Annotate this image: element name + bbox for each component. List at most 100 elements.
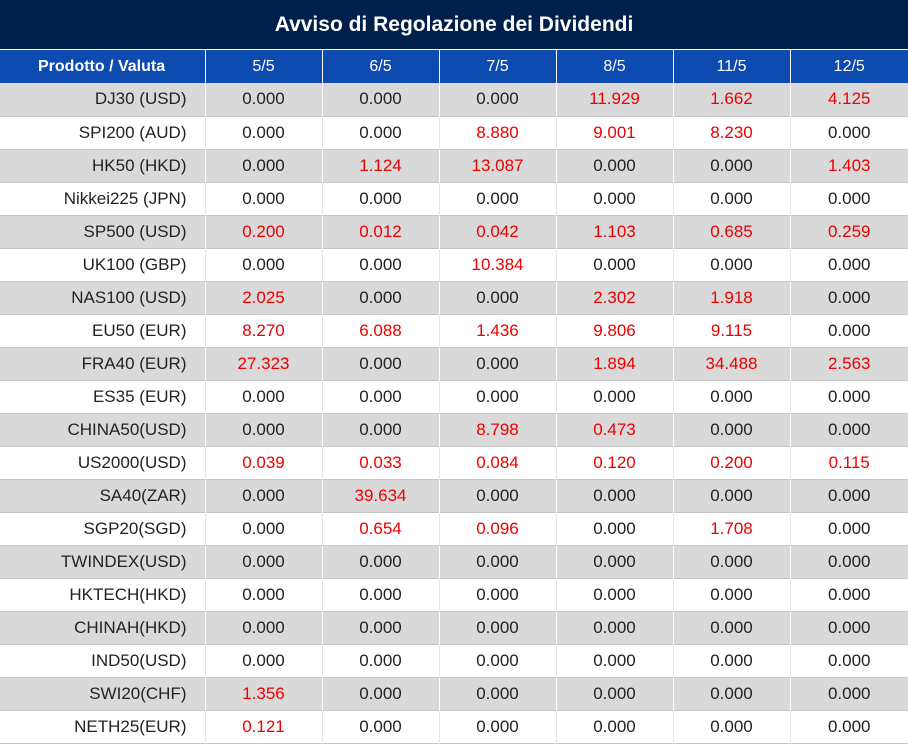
table-row: SGP20(SGD) 0.000 0.654 0.096 0.000 1.708 0.000 <box>0 512 908 545</box>
dividend-value-cell: 0.000 <box>789 248 908 281</box>
dividend-value-cell: 0.000 <box>438 479 556 512</box>
dividend-value-cell: 0.000 <box>555 380 673 413</box>
dividend-value-cell: 0.000 <box>438 578 556 611</box>
dividend-value-cell: 0.000 <box>555 479 673 512</box>
dividend-value-cell: 13.087 <box>438 149 556 182</box>
dividend-value-cell: 0.000 <box>672 182 790 215</box>
dividend-value-cell: 0.000 <box>672 545 790 578</box>
dividend-value-cell: 0.000 <box>204 149 322 182</box>
product-cell: UK100 (GBP) <box>0 248 205 281</box>
dividend-value-cell: 0.000 <box>555 611 673 644</box>
dividend-value-cell: 0.000 <box>672 644 790 677</box>
dividend-value-cell: 0.000 <box>789 479 908 512</box>
dividend-value-cell: 0.000 <box>672 677 790 710</box>
dividend-value-cell: 0.000 <box>204 479 322 512</box>
dividend-value-cell: 0.000 <box>789 578 908 611</box>
dividend-value-cell: 0.000 <box>321 83 439 116</box>
table-row: DJ30 (USD) 0.000 0.000 0.000 11.929 1.662 4.12… <box>0 83 908 116</box>
dividend-value-cell: 1.124 <box>321 149 439 182</box>
header-row: Prodotto / Valuta 5/5 6/5 7/5 8/5 11/5 1… <box>0 50 908 83</box>
column-header-product: Prodotto / Valuta <box>0 50 205 83</box>
dividend-value-cell: 0.000 <box>321 281 439 314</box>
dividend-value-cell: 0.000 <box>555 677 673 710</box>
dividend-value-cell: 0.000 <box>321 182 439 215</box>
table-row: SPI200 (AUD) 0.000 0.000 8.880 9.001 8.230 0.0… <box>0 116 908 149</box>
product-cell: SWI20(CHF) <box>0 677 205 710</box>
dividend-value-cell: 0.000 <box>555 578 673 611</box>
product-cell: ES35 (EUR) <box>0 380 205 413</box>
dividend-value-cell: 8.270 <box>204 314 322 347</box>
dividend-value-cell: 4.125 <box>789 83 908 116</box>
product-cell: HK50 (HKD) <box>0 149 205 182</box>
table-row: FRA40 (EUR) 27.323 0.000 0.000 1.894 34.488 2.… <box>0 347 908 380</box>
table-row: HK50 (HKD) 0.000 1.124 13.087 0.000 0.000 1.40… <box>0 149 908 182</box>
dividend-value-cell: 0.000 <box>672 248 790 281</box>
dividend-value-cell: 0.000 <box>438 611 556 644</box>
product-cell: SPI200 (AUD) <box>0 116 205 149</box>
dividend-value-cell: 0.012 <box>321 215 439 248</box>
product-cell: CHINAH(HKD) <box>0 611 205 644</box>
dividend-value-cell: 0.000 <box>204 545 322 578</box>
dividend-value-cell: 0.039 <box>204 446 322 479</box>
dividend-value-cell: 0.473 <box>555 413 673 446</box>
dividend-value-cell: 0.259 <box>789 215 908 248</box>
dividend-value-cell: 2.563 <box>789 347 908 380</box>
dividend-value-cell: 0.000 <box>204 644 322 677</box>
dividend-value-cell: 0.000 <box>321 578 439 611</box>
product-cell: SA40(ZAR) <box>0 479 205 512</box>
dividend-value-cell: 1.436 <box>438 314 556 347</box>
product-cell: NETH25(EUR) <box>0 710 205 743</box>
dividend-value-cell: 0.000 <box>789 413 908 446</box>
product-cell: DJ30 (USD) <box>0 83 205 116</box>
dividend-value-cell: 1.662 <box>672 83 790 116</box>
product-cell: SGP20(SGD) <box>0 512 205 545</box>
column-header-date: 7/5 <box>438 50 556 83</box>
dividend-value-cell: 0.000 <box>204 182 322 215</box>
dividend-value-cell: 0.120 <box>555 446 673 479</box>
dividend-value-cell: 0.000 <box>321 380 439 413</box>
dividend-value-cell: 0.000 <box>204 578 322 611</box>
dividend-value-cell: 0.000 <box>789 281 908 314</box>
product-cell: FRA40 (EUR) <box>0 347 205 380</box>
dividend-value-cell: 8.230 <box>672 116 790 149</box>
dividend-value-cell: 0.000 <box>204 380 322 413</box>
dividend-value-cell: 27.323 <box>204 347 322 380</box>
dividend-value-cell: 0.000 <box>555 545 673 578</box>
product-cell: IND50(USD) <box>0 644 205 677</box>
dividend-value-cell: 0.000 <box>672 479 790 512</box>
table-row: HKTECH(HKD) 0.000 0.000 0.000 0.000 0.000 0.00… <box>0 578 908 611</box>
dividend-value-cell: 0.000 <box>204 512 322 545</box>
dividend-value-cell: 9.001 <box>555 116 673 149</box>
dividend-value-cell: 0.000 <box>789 545 908 578</box>
dividend-value-cell: 0.000 <box>321 347 439 380</box>
table-header: Prodotto / Valuta 5/5 6/5 7/5 8/5 11/5 1… <box>0 50 908 83</box>
table-row: SP500 (USD) 0.200 0.012 0.042 1.103 0.685 0.25… <box>0 215 908 248</box>
dividend-value-cell: 0.000 <box>321 611 439 644</box>
dividend-value-cell: 0.000 <box>204 611 322 644</box>
column-header-date: 12/5 <box>789 50 908 83</box>
dividend-value-cell: 0.000 <box>672 149 790 182</box>
product-cell: EU50 (EUR) <box>0 314 205 347</box>
dividend-value-cell: 0.685 <box>672 215 790 248</box>
table-row: UK100 (GBP) 0.000 0.000 10.384 0.000 0.000 0.0… <box>0 248 908 281</box>
dividend-value-cell: 0.000 <box>789 710 908 743</box>
dividend-value-cell: 0.000 <box>555 248 673 281</box>
table-row: CHINAH(HKD) 0.000 0.000 0.000 0.000 0.000 0.00… <box>0 611 908 644</box>
table-row: ES35 (EUR) 0.000 0.000 0.000 0.000 0.000 0.000 <box>0 380 908 413</box>
table-row: NAS100 (USD) 2.025 0.000 0.000 2.302 1.918 0.0… <box>0 281 908 314</box>
dividend-value-cell: 0.000 <box>555 182 673 215</box>
dividend-value-cell: 11.929 <box>555 83 673 116</box>
dividend-value-cell: 0.000 <box>789 512 908 545</box>
dividend-value-cell: 1.356 <box>204 677 322 710</box>
product-cell: TWINDEX(USD) <box>0 545 205 578</box>
table-row: SWI20(CHF) 1.356 0.000 0.000 0.000 0.000 0.000 <box>0 677 908 710</box>
dividend-value-cell: 0.000 <box>672 710 790 743</box>
product-cell: Nikkei225 (JPN) <box>0 182 205 215</box>
product-cell: CHINA50(USD) <box>0 413 205 446</box>
dividend-value-cell: 1.103 <box>555 215 673 248</box>
dividend-value-cell: 0.000 <box>789 611 908 644</box>
dividend-value-cell: 0.200 <box>672 446 790 479</box>
dividend-value-cell: 0.000 <box>555 644 673 677</box>
dividend-value-cell: 0.654 <box>321 512 439 545</box>
dividend-value-cell: 0.000 <box>204 83 322 116</box>
